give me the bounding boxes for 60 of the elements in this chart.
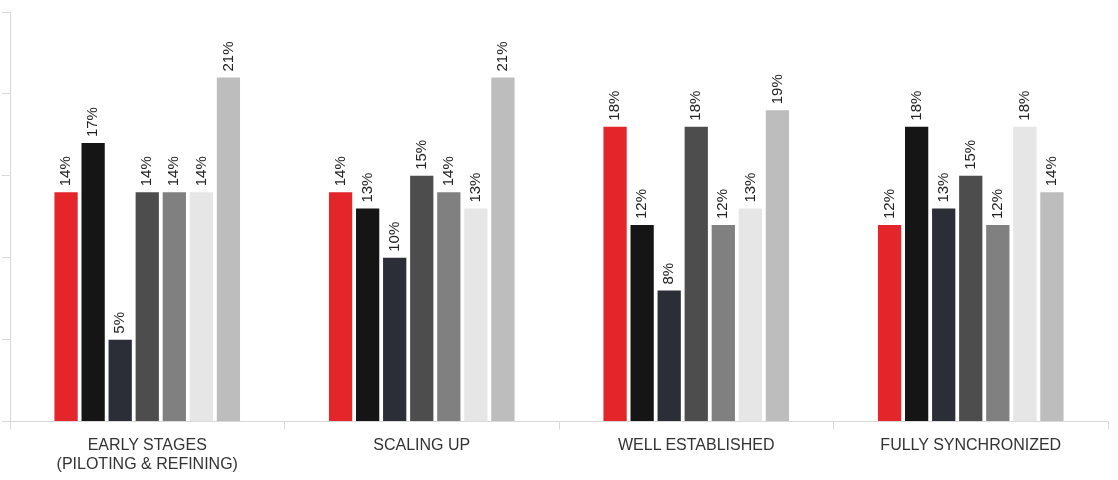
data-label: 14% <box>164 156 182 187</box>
data-label: 14% <box>1042 156 1060 187</box>
bar <box>765 110 790 422</box>
bar <box>491 77 515 422</box>
data-label: 21% <box>218 41 236 72</box>
data-label: 12% <box>713 188 731 219</box>
data-label: 5% <box>110 311 128 334</box>
data-label: 15% <box>411 139 429 170</box>
bar <box>630 224 654 422</box>
x-tick-label: EARLY STAGES (PILOTING & REFINING) <box>56 435 238 472</box>
bar <box>738 208 762 422</box>
data-label: 18% <box>686 90 704 121</box>
bar <box>383 257 407 422</box>
bar <box>959 175 983 422</box>
data-label: 17% <box>83 107 101 138</box>
x-tick-label: WELL ESTABLISHED <box>618 435 775 453</box>
bar <box>657 290 681 422</box>
data-label: 12% <box>987 188 1005 219</box>
data-label: 14% <box>191 156 209 187</box>
x-tick-label: SCALING UP <box>373 435 471 453</box>
data-label: 12% <box>632 188 650 219</box>
bar <box>603 126 627 422</box>
data-label: 14% <box>56 156 74 187</box>
bar <box>905 126 929 422</box>
bar <box>108 339 132 422</box>
data-label: 12% <box>879 188 897 219</box>
data-label: 8% <box>659 262 677 285</box>
data-label: 14% <box>330 156 348 187</box>
bar <box>356 208 380 422</box>
bar <box>932 208 956 422</box>
data-label: 18% <box>1015 90 1033 121</box>
bar <box>54 192 78 422</box>
bar <box>216 77 241 422</box>
bar <box>81 143 105 422</box>
x-tick-label: FULLY SYNCHRONIZED <box>880 435 1062 453</box>
bar <box>711 224 735 422</box>
data-label: 13% <box>466 172 484 203</box>
data-label: 18% <box>906 90 924 121</box>
bar <box>986 224 1010 422</box>
data-label: 10% <box>384 221 402 252</box>
data-label: 13% <box>740 172 758 203</box>
bar <box>135 192 159 422</box>
bar <box>1040 192 1064 422</box>
bar <box>410 175 434 422</box>
data-label: 14% <box>438 156 456 187</box>
bar <box>162 192 186 422</box>
data-label: 18% <box>605 90 623 121</box>
data-label: 21% <box>493 41 511 72</box>
bar <box>437 192 461 422</box>
bar <box>464 208 488 422</box>
data-label: 14% <box>137 156 155 187</box>
bar <box>684 126 708 422</box>
data-label: 13% <box>357 172 375 203</box>
bar <box>877 224 902 422</box>
bar <box>328 192 353 422</box>
data-label: 19% <box>767 74 785 105</box>
bar <box>189 192 213 422</box>
data-label: 13% <box>933 172 951 203</box>
bar <box>1013 126 1037 422</box>
data-label: 15% <box>960 139 978 170</box>
